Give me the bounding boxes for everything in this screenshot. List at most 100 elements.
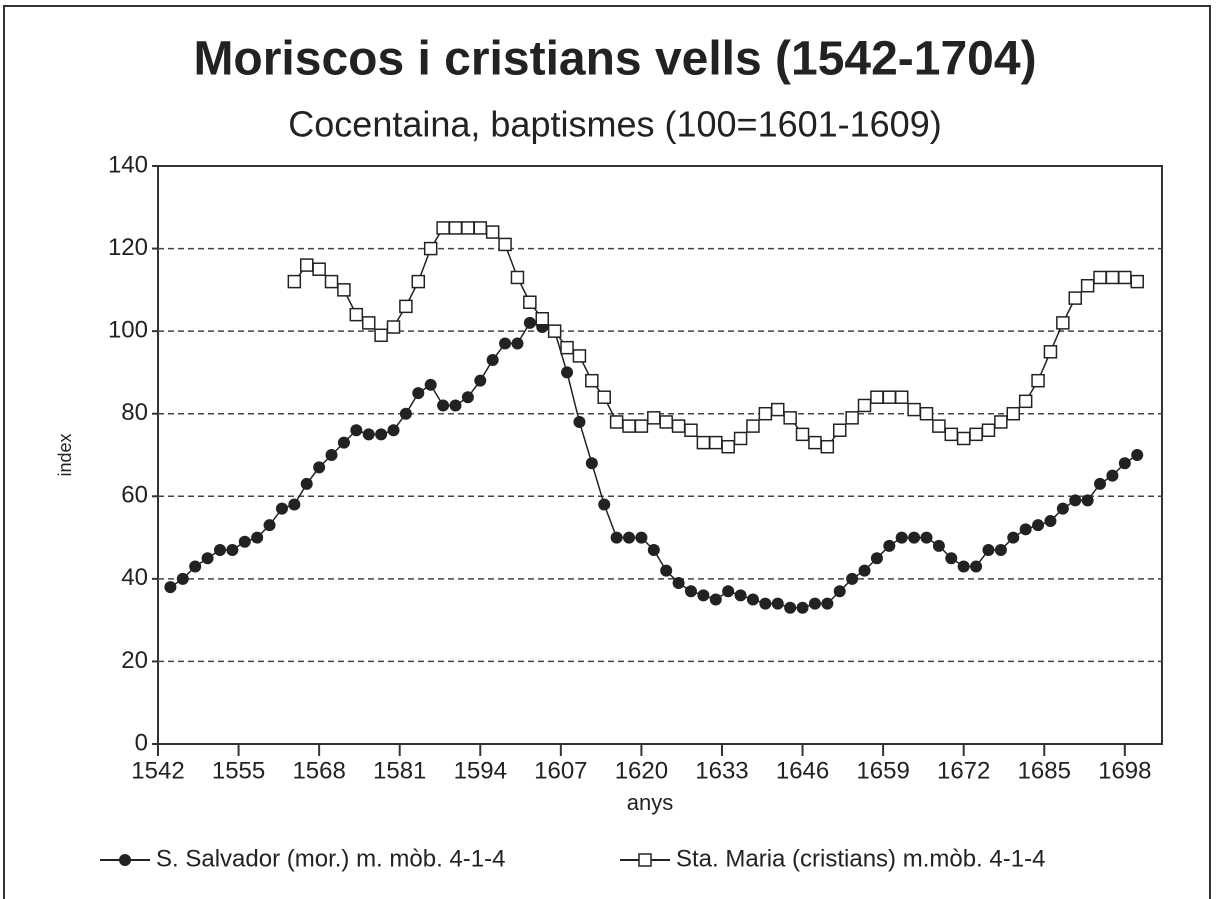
x-tick-label: 1555 [212,757,265,784]
data-point [684,585,697,598]
data-point [1056,316,1070,330]
data-point [201,552,214,565]
data-point [1056,502,1069,515]
data-point [994,543,1007,556]
data-point [535,312,549,326]
data-point [994,415,1008,429]
data-point [300,477,313,490]
data-point [944,427,959,442]
data-point [882,390,897,404]
data-point [895,531,908,544]
data-point [722,585,735,598]
data-point [213,543,226,556]
legend-marker [638,853,652,867]
data-point [1006,406,1021,421]
data-point [287,274,302,289]
data-point [498,237,512,252]
data-point [461,221,475,235]
data-point [832,423,847,437]
data-point [833,585,846,598]
data-point [350,424,363,437]
data-point [981,423,996,437]
data-point [299,258,314,272]
data-point [1081,494,1094,507]
data-point [585,457,598,470]
data-point [362,428,375,441]
data-point [238,535,251,548]
data-point [164,581,177,594]
data-point [1031,373,1045,388]
y-tick-label: 100 [108,316,148,343]
data-point [746,419,760,433]
data-point [846,572,859,585]
data-point [374,328,388,343]
y-tick-label: 40 [121,564,148,591]
data-point [647,411,661,425]
data-point [709,593,722,606]
data-point [461,391,474,404]
data-point [226,543,239,556]
data-point [759,597,772,610]
x-tick-label: 1594 [454,757,507,784]
data-point [808,435,822,450]
data-point [437,399,450,412]
data-point [251,531,264,544]
data-point [411,274,426,289]
data-point [349,307,364,322]
y-tick-label: 80 [121,399,148,426]
data-point [883,539,896,552]
data-point [734,589,747,602]
frame [3,5,1211,899]
data-point [820,439,835,454]
data-point [486,354,499,367]
y-axis-label: index [55,433,75,476]
data-point [771,597,784,610]
data-point [609,415,624,429]
data-point [821,597,834,610]
data-point [709,435,723,450]
data-point [908,531,921,544]
legend-label: Sta. Maria (cristians) m.mòb. 4-1-4 [676,845,1045,872]
data-point [1118,457,1131,470]
y-tick-label: 60 [121,482,148,509]
data-point [275,502,288,515]
chart-subtitle: Cocentaina, baptismes (100=1601-1609) [288,104,941,145]
x-tick-label: 1581 [373,757,426,784]
data-point [1094,477,1107,490]
x-tick-label: 1633 [695,757,748,784]
data-point [919,406,934,421]
data-point [523,295,537,309]
data-point [337,436,350,449]
data-point [189,560,202,573]
data-point [1018,394,1033,409]
data-point [572,349,587,363]
data-point [746,593,759,606]
legend-label: S. Salvador (mor.) m. mòb. 4-1-4 [156,845,505,872]
data-point [870,390,884,404]
data-point [783,411,797,425]
y-tick-label: 140 [108,151,148,178]
x-tick-label: 1620 [615,757,668,784]
data-point [758,406,773,421]
data-point [1118,270,1132,285]
data-point [858,564,871,577]
data-point [312,262,326,276]
data-point [424,378,437,391]
data-point [337,283,351,297]
data-point [598,498,611,511]
data-point [473,221,488,235]
x-tick-label: 1685 [1018,757,1071,784]
data-point [325,449,338,461]
data-point [733,431,748,446]
data-point [969,427,983,442]
data-point [1068,291,1082,305]
data-point [945,552,958,565]
data-point [597,390,611,404]
data-point [511,337,524,350]
data-point [970,560,983,573]
data-point [671,419,686,433]
data-point [697,589,710,602]
data-point [1080,278,1095,293]
data-point [449,399,462,412]
